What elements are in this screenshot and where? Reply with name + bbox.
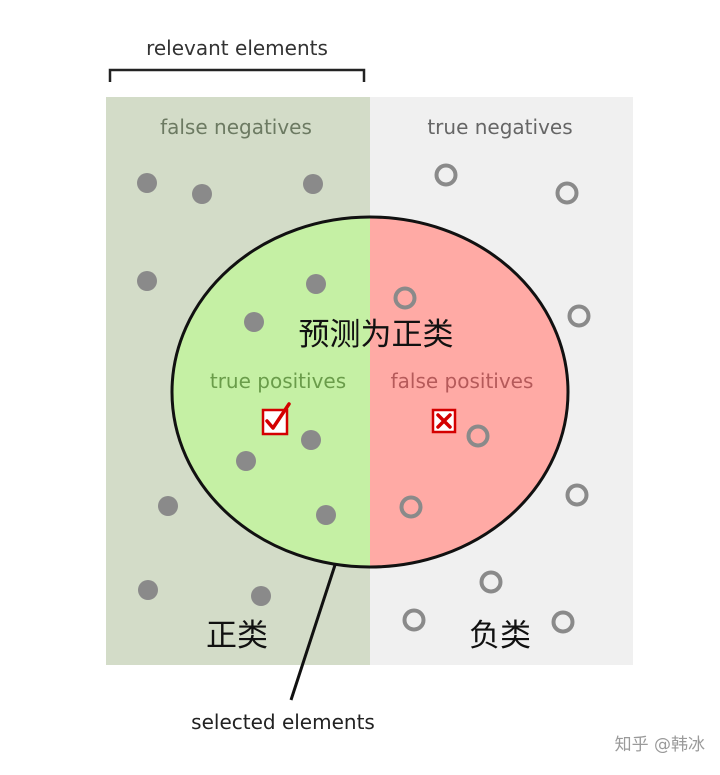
checkbox-x-icon — [431, 408, 457, 434]
false-negative-dot — [138, 580, 158, 600]
false-negative-dot — [251, 586, 271, 606]
false-negative-dot — [303, 174, 323, 194]
selected-elements-label: selected elements — [191, 710, 375, 734]
selected-pointer-line — [289, 564, 337, 701]
false-negative-dot — [158, 496, 178, 516]
false-negatives-label: false negatives — [160, 115, 312, 139]
false-positive-dot — [466, 424, 490, 448]
false-negative-dot — [137, 173, 157, 193]
true-negative-dot — [479, 570, 503, 594]
false-positive-dot — [393, 286, 417, 310]
true-negative-dot — [434, 163, 458, 187]
true-negative-dot — [567, 304, 591, 328]
relevant-elements-label: relevant elements — [146, 36, 328, 60]
false-negative-dot — [192, 184, 212, 204]
true-positives-label: true positives — [210, 369, 346, 393]
watermark: 知乎 @韩冰 — [615, 735, 705, 755]
inside-dots — [236, 274, 490, 525]
true-negative-dot — [551, 610, 575, 634]
false-positives-label: false positives — [391, 369, 534, 393]
negative-class-label: 负类 — [469, 618, 531, 654]
false-positive-dot — [399, 495, 423, 519]
selected-circle-outline — [170, 215, 570, 569]
true-positive-dot — [301, 430, 321, 450]
true-negative-dot — [565, 483, 589, 507]
predicted-positive-label: 预测为正类 — [299, 317, 454, 353]
true-positive-dot — [236, 451, 256, 471]
true-negative-dot — [402, 608, 426, 632]
positive-class-label: 正类 — [206, 618, 268, 654]
false-negative-dot — [137, 271, 157, 291]
true-negative-dot — [555, 181, 579, 205]
relevant-bracket — [108, 68, 366, 82]
outside-dots — [137, 163, 591, 634]
checkbox-check-icon — [261, 402, 291, 436]
true-negatives-label: true negatives — [427, 115, 572, 139]
true-positive-dot — [316, 505, 336, 525]
true-positive-dot — [306, 274, 326, 294]
true-positive-dot — [244, 312, 264, 332]
